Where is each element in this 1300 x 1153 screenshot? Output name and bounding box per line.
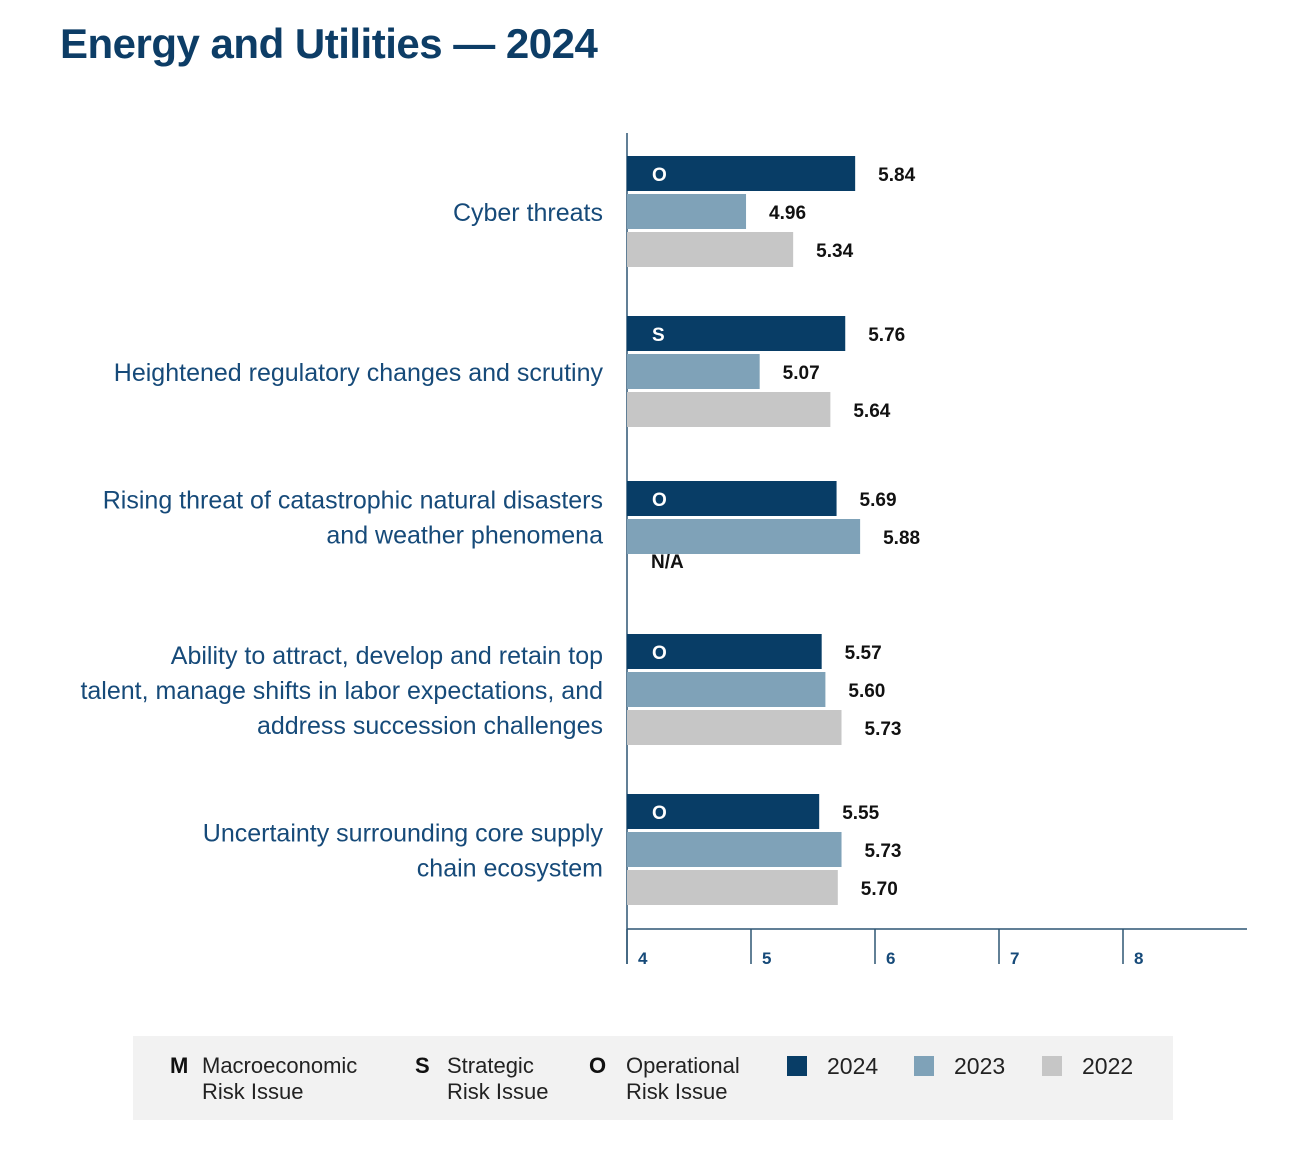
legend-swatch-2023 <box>914 1056 934 1076</box>
legend: M Macroeconomic Risk Issue S Strategic R… <box>133 1036 1173 1120</box>
legend-item-2023: 2023 <box>914 1053 1005 1079</box>
data-label: 5.07 <box>783 363 820 384</box>
data-label: 5.76 <box>868 325 905 346</box>
bar-2022 <box>627 232 794 267</box>
x-tick-label: 4 <box>638 949 648 968</box>
category-label: talent, manage shifts in labor expectati… <box>80 677 603 705</box>
bar-2022 <box>627 870 838 905</box>
x-tick-label: 7 <box>1010 949 1019 968</box>
legend-item-operational: O Operational Risk Issue <box>589 1053 740 1105</box>
bar-2023 <box>627 194 747 229</box>
legend-text: Operational <box>626 1053 740 1078</box>
data-label: 5.55 <box>842 803 879 824</box>
legend-year-2023: 2023 <box>954 1053 1006 1079</box>
category-label: Uncertainty surrounding core supply <box>203 820 604 848</box>
risk-type-badge: O <box>652 643 667 664</box>
legend-text: Risk Issue <box>447 1079 549 1104</box>
legend-item-2022: 2022 <box>1042 1053 1133 1079</box>
chart-title: Energy and Utilities — 2024 <box>60 20 598 67</box>
bar-chart: 4 5 6 7 8 Cyber threats 5.84 O 4.96 5.34 Heightene… <box>80 133 1247 968</box>
bar-2023 <box>627 354 760 389</box>
risk-type-badge: S <box>652 325 665 346</box>
category-label: Cyber threats <box>453 199 603 227</box>
data-label: 5.57 <box>845 643 882 664</box>
legend-item-strategic: S Strategic Risk Issue <box>415 1053 548 1105</box>
legend-year-2024: 2024 <box>827 1053 879 1079</box>
legend-item-2024: 2024 <box>787 1053 878 1079</box>
x-tick-label: 8 <box>1134 949 1143 968</box>
legend-item-macroeconomic: M Macroeconomic Risk Issue <box>170 1053 357 1105</box>
risk-type-badge: O <box>652 165 667 186</box>
data-label: 5.34 <box>816 241 853 262</box>
bar-2024 <box>627 794 820 829</box>
category-label: address succession challenges <box>257 712 603 740</box>
data-label: 5.60 <box>848 681 885 702</box>
bar-2023 <box>627 832 842 867</box>
legend-code: M <box>170 1053 189 1078</box>
data-label: 5.73 <box>865 841 902 862</box>
bar-2024 <box>627 156 856 191</box>
bar-2024 <box>627 316 846 351</box>
legend-code: S <box>415 1053 430 1078</box>
legend-text: Risk Issue <box>202 1079 304 1104</box>
category-label: and weather phenomena <box>326 522 603 550</box>
legend-swatch-2022 <box>1042 1056 1062 1076</box>
legend-year-2022: 2022 <box>1082 1053 1134 1079</box>
category-label: Heightened regulatory changes and scruti… <box>114 359 604 387</box>
bar-2022 <box>627 710 842 745</box>
legend-text: Strategic <box>447 1053 534 1078</box>
category-label: Rising threat of catastrophic natural di… <box>103 487 603 515</box>
bar-2023 <box>627 519 861 554</box>
data-label: 5.88 <box>883 528 920 549</box>
data-label: 5.64 <box>853 401 890 422</box>
bar-2024 <box>627 481 837 516</box>
legend-swatch-2024 <box>787 1056 807 1076</box>
data-label: 5.84 <box>878 165 915 186</box>
data-label-na: N/A <box>651 552 684 573</box>
x-tick-label: 5 <box>762 949 771 968</box>
category-label: chain ecosystem <box>417 855 603 883</box>
data-label: 4.96 <box>769 203 806 224</box>
category-label: Ability to attract, develop and retain t… <box>171 642 603 670</box>
legend-text: Risk Issue <box>626 1079 728 1104</box>
data-label: 5.69 <box>860 490 897 511</box>
data-label: 5.73 <box>865 719 902 740</box>
legend-text: Macroeconomic <box>202 1053 358 1078</box>
legend-code: O <box>589 1053 607 1078</box>
risk-type-badge: O <box>652 490 667 511</box>
data-label: 5.70 <box>861 879 898 900</box>
risk-type-badge: O <box>652 803 667 824</box>
bar-2023 <box>627 672 826 707</box>
bar-2022 <box>627 392 831 427</box>
x-tick-label: 6 <box>886 949 895 968</box>
bar-2024 <box>627 634 822 669</box>
